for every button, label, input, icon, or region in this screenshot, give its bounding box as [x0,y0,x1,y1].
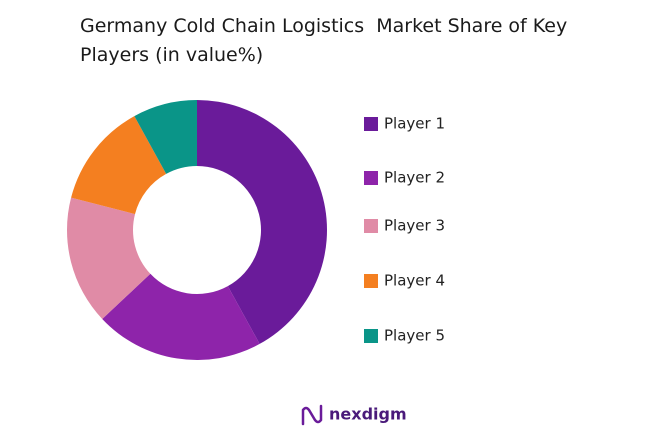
logo-text: nexdigm [329,405,407,424]
legend-label: Player 4 [384,272,445,290]
logo-icon [301,404,323,426]
legend-swatch [364,117,378,131]
legend-label: Player 5 [384,327,445,345]
legend-swatch [364,274,378,288]
legend-label: Player 2 [384,169,445,187]
legend-swatch [364,171,378,185]
legend-swatch [364,329,378,343]
chart-title: Germany Cold Chain Logistics Market Shar… [80,15,574,66]
legend-label: Player 1 [384,115,445,133]
logo: nexdigm [301,404,407,426]
legend-swatch [364,219,378,233]
donut-slice [134,100,197,174]
donut-slice [197,100,327,344]
donut-slice [71,116,167,215]
legend-label: Player 3 [384,217,445,235]
donut-slice [67,197,151,319]
donut-slice [102,273,260,360]
